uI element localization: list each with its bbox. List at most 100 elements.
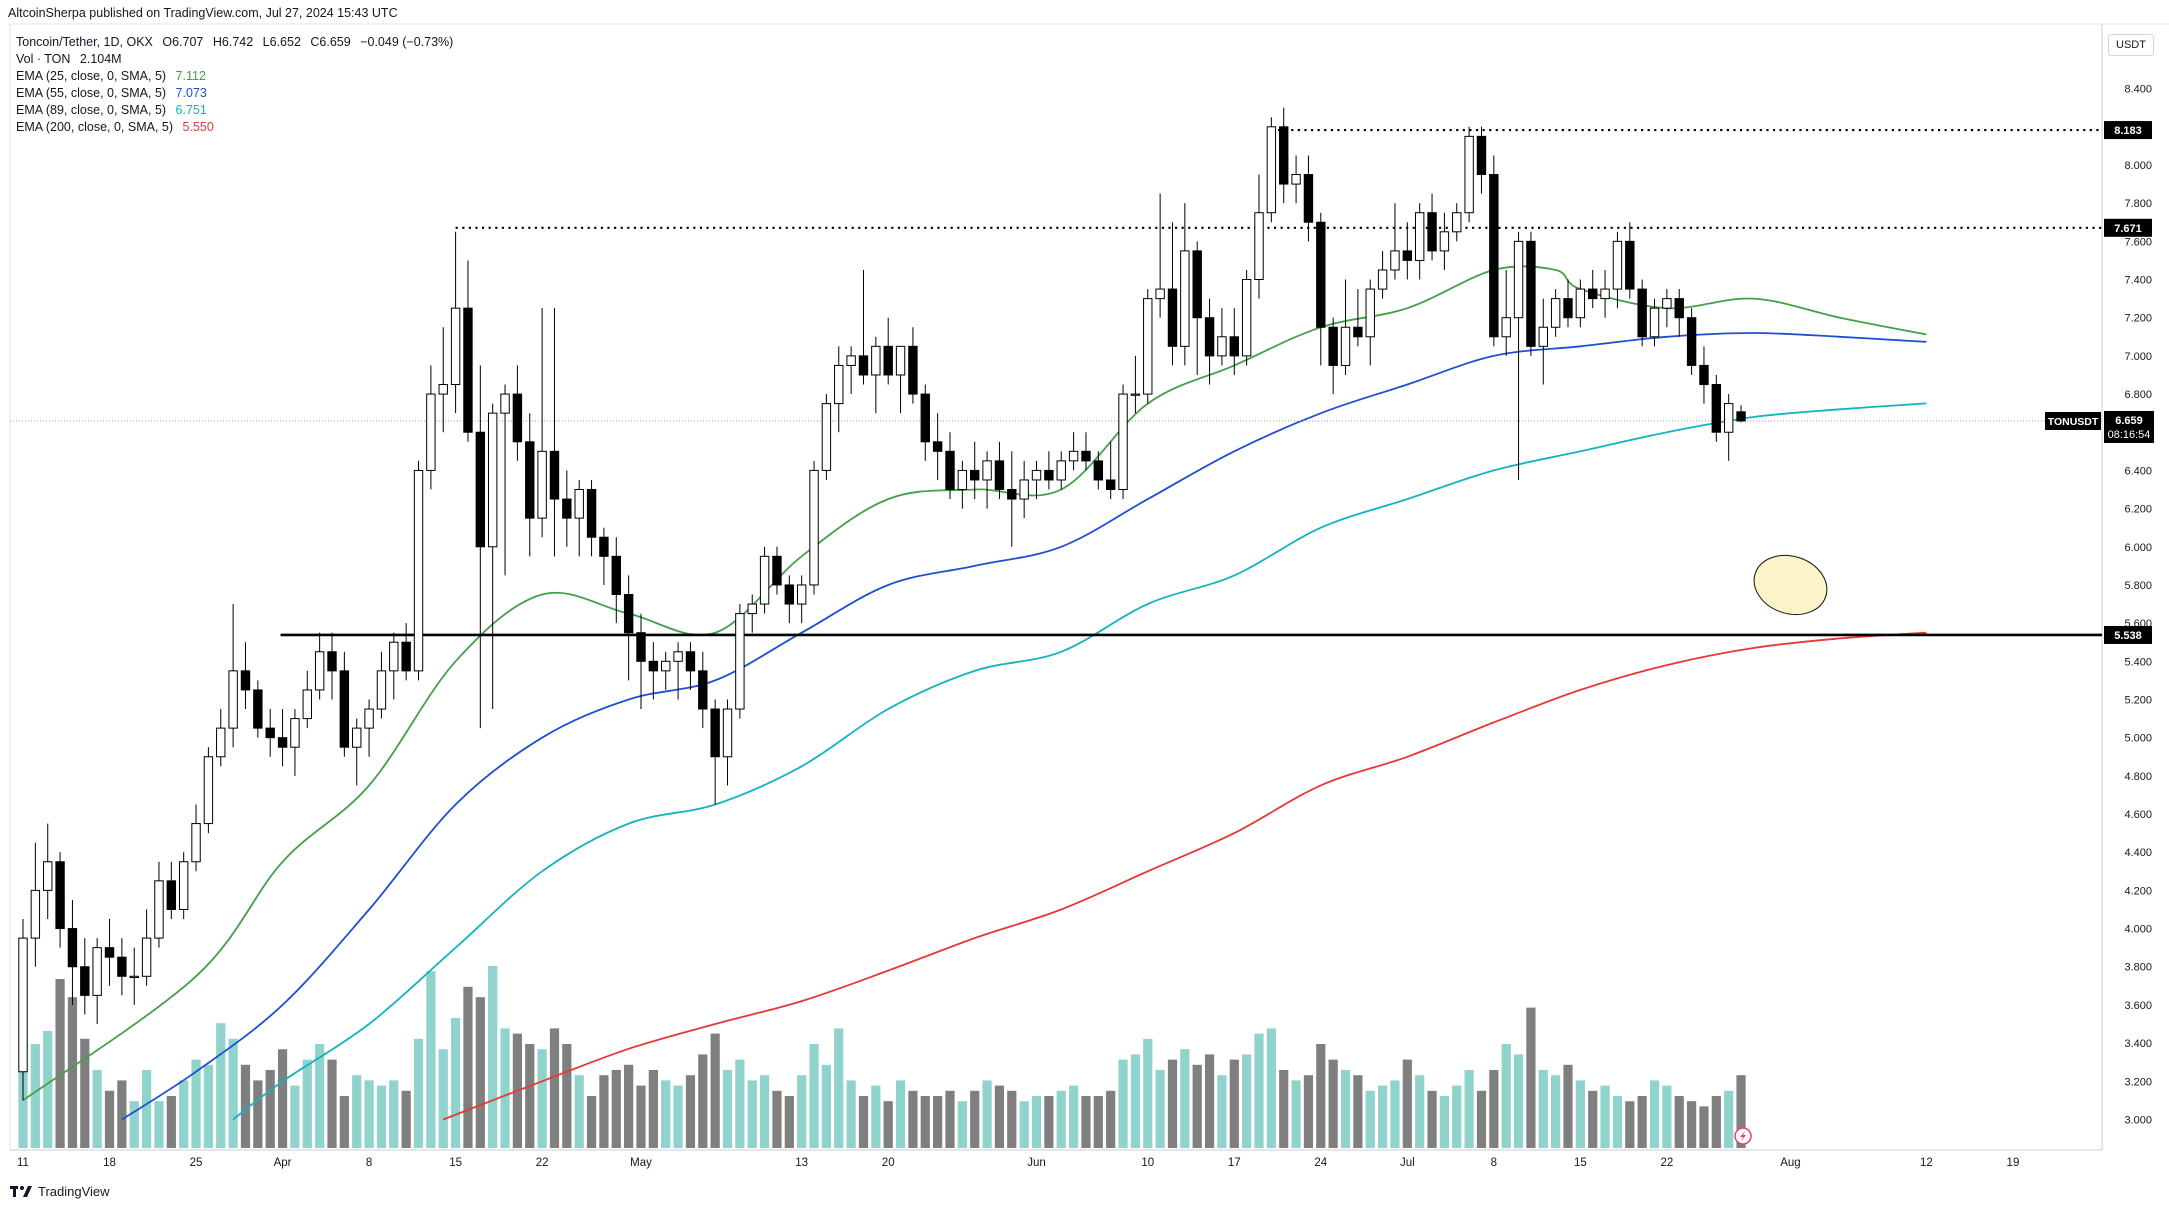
volume-bar [895,1080,906,1148]
volume-bar [599,1075,609,1148]
volume-bar [1254,1033,1264,1148]
candle-body [67,928,78,968]
candle-body [327,651,337,672]
candle-body [1588,288,1598,300]
candle-body [1143,298,1153,395]
price-tick-label: 4.600 [2124,809,2152,821]
candle-body [1476,135,1487,176]
time-tick-label: 17 [1228,1157,1241,1169]
candlesticks [18,107,1746,1101]
volume-bar [401,1090,411,1148]
ema89-value: 6.751 [175,103,207,117]
candle-body [685,651,696,672]
target-ellipse [1753,554,1828,616]
volume-bar [1415,1075,1425,1148]
level-label-bg [2104,121,2152,140]
currency-unit-button[interactable]: USDT [2108,34,2154,56]
candle-body [1056,460,1066,481]
candle-body [1167,288,1178,347]
ema89-row[interactable]: EMA (89, close, 0, SMA, 5) 6.751 [16,102,453,119]
volume-bar [1378,1085,1388,1148]
volume-bar [1489,1070,1499,1148]
volume-bar [1007,1090,1017,1148]
volume-bar [624,1064,634,1148]
ema55-row[interactable]: EMA (55, close, 0, SMA, 5) 7.073 [16,85,453,102]
price-tick-label: 7.000 [2124,351,2152,363]
price-tick-label: 3.400 [2124,1038,2152,1050]
candle-body [1390,250,1400,271]
candle-body [1291,174,1301,185]
candle-body [376,670,387,710]
volume-bar [1056,1090,1066,1148]
candle-body [364,708,374,729]
volume-bars [18,966,1746,1148]
time-tick-label: 22 [536,1157,549,1169]
volume-bar [1513,1054,1524,1148]
volume-bar [1464,1070,1474,1148]
candle-body [945,450,955,491]
price-tick-label: 4.800 [2124,771,2152,783]
candle-body [129,975,139,978]
candle-body [648,660,659,672]
volume-bar [1167,1059,1178,1148]
candle-body [525,441,535,519]
volume-bar [784,1096,794,1148]
time-tick-label: Aug [1780,1157,1800,1169]
ema25-row[interactable]: EMA (25, close, 0, SMA, 5) 7.112 [16,68,453,85]
volume-bar [1217,1075,1227,1148]
candle-body [1316,221,1326,328]
candle-body [1736,411,1746,422]
volume-bar [179,1080,189,1148]
ema200-label: EMA (200, close, 0, SMA, 5) [16,120,174,134]
time-tick-label: 10 [1141,1157,1154,1169]
ema55-value: 7.073 [175,86,207,100]
candle-body [1575,288,1586,319]
candle-body [475,431,486,548]
volume-bar [1625,1101,1635,1148]
time-tick-label: May [630,1157,652,1169]
candle-body [1674,298,1684,319]
time-tick-label: 13 [795,1157,808,1169]
volume-bar [871,1085,881,1148]
volume-row[interactable]: Vol · TON 2.104M [16,51,453,68]
volume-bar [562,1044,572,1148]
candle-body [821,403,832,471]
candle-body [1303,174,1314,223]
volume-bar [315,1044,325,1148]
volume-bar [710,1033,720,1148]
ema89-label: EMA (89, close, 0, SMA, 5) [16,103,167,117]
candle-body [871,345,881,376]
volume-bar [364,1080,374,1148]
volume-bar [525,1044,535,1148]
price-chart[interactable]: 8.4008.2008.0007.8007.6007.4007.2007.000… [0,0,2169,1180]
price-tick-label: 6.200 [2124,504,2152,516]
price-tick-label: 7.800 [2124,198,2152,210]
volume-bar [1143,1038,1153,1148]
volume-bar [636,1085,646,1148]
candle-body [796,584,807,605]
volume-bar [376,1085,387,1148]
candle-body [228,670,238,729]
volume-bar [809,1044,819,1148]
volume-bar [537,1049,547,1148]
price-tick-label: 3.600 [2124,1000,2152,1012]
time-tick-label: 15 [449,1157,462,1169]
candle-body [154,880,164,939]
candle-body [1031,469,1042,481]
volume-bar [883,1101,893,1148]
candle-body [1229,336,1239,357]
volume-bar [1328,1059,1338,1148]
candle-body [895,345,906,376]
volume-bar [154,1101,164,1148]
time-tick-label: 8 [366,1157,372,1169]
candle-body [92,947,102,996]
volume-bar [290,1085,300,1148]
ema200-row[interactable]: EMA (200, close, 0, SMA, 5) 5.550 [16,119,453,136]
ema25-line [22,265,1927,1102]
volume-bar [1501,1044,1511,1148]
symbol-line[interactable]: Toncoin/Tether, 1D, OKX [16,35,153,49]
candle-body [599,536,609,557]
annotations [1734,554,1828,1145]
level-label-bg [2104,218,2152,237]
volume-bar [1551,1075,1561,1148]
